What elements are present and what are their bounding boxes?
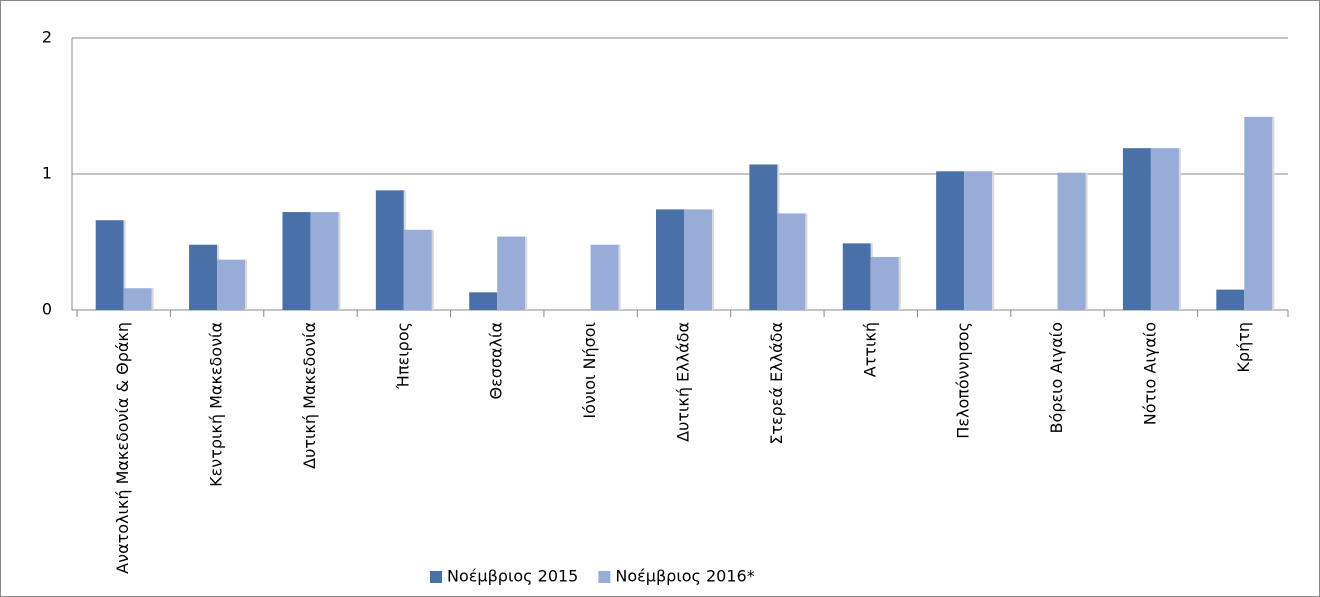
- x-tick-label: Νότιο Αιγαίο: [1140, 322, 1159, 425]
- legend-label: Νοέμβριος 2016*: [615, 567, 754, 586]
- x-tick-label: Αττική: [860, 322, 879, 377]
- x-tick-label: Ήπειρος: [393, 322, 412, 390]
- bar: [123, 288, 152, 310]
- x-tick-label: Κεντρική Μακεδονία: [207, 322, 226, 487]
- bar: [497, 236, 526, 310]
- bar: [310, 212, 339, 310]
- legend-label: Νοέμβριος 2015: [447, 567, 578, 586]
- legend-swatch: [430, 571, 442, 583]
- legend-swatch: [598, 571, 611, 583]
- x-tick-label: Δυτική Ελλάδα: [674, 322, 693, 442]
- bar: [1122, 148, 1151, 310]
- x-tick-label: Πελοπόννησος: [954, 322, 973, 439]
- bar: [870, 256, 899, 310]
- x-tick-label: Βόρειο Αιγαίο: [1047, 322, 1066, 433]
- bar: [217, 259, 246, 310]
- x-tick-label: Στερεά Ελλάδα: [767, 322, 786, 445]
- bar: [842, 243, 871, 310]
- y-tick-label: 2: [42, 28, 52, 47]
- bar: [1057, 172, 1086, 310]
- y-tick-label: 1: [42, 164, 52, 183]
- bar: [375, 190, 404, 310]
- x-tick-label: Κρήτη: [1234, 322, 1253, 373]
- bar: [656, 209, 684, 310]
- x-tick-label: Ιόνιοι Νήσοι: [580, 322, 599, 419]
- bar: [936, 171, 965, 310]
- bar: [469, 292, 498, 310]
- bar: [684, 209, 712, 310]
- bar: [1216, 289, 1245, 310]
- x-tick-label: Ανατολική Μακεδονία & Θράκη: [113, 322, 132, 574]
- x-tick-label: Θεσσαλία: [487, 322, 506, 400]
- bar: [1244, 116, 1273, 310]
- bar: [1150, 148, 1179, 310]
- bar: [282, 212, 311, 310]
- x-tick-label: Δυτική Μακεδονία: [300, 322, 319, 469]
- bar: [749, 164, 778, 310]
- bar: [590, 244, 619, 310]
- bar: [964, 171, 993, 310]
- bar: [95, 220, 124, 310]
- bar: [189, 244, 218, 310]
- bar: [777, 213, 806, 310]
- y-tick-label: 0: [42, 300, 52, 319]
- bar: [403, 229, 432, 310]
